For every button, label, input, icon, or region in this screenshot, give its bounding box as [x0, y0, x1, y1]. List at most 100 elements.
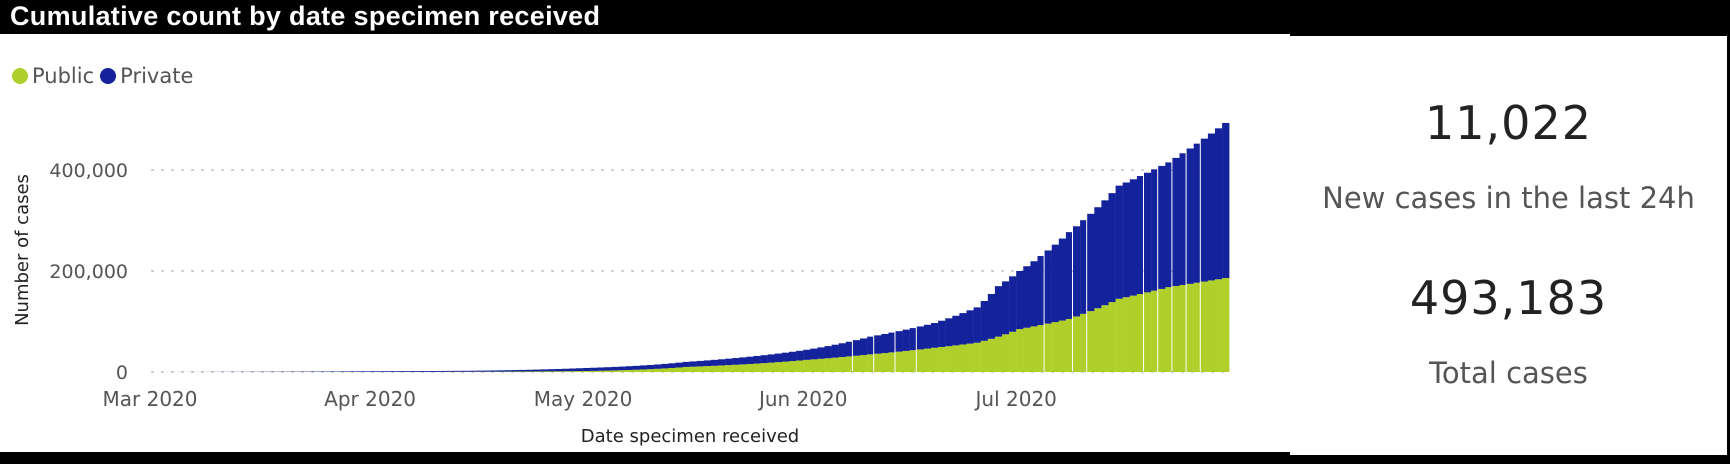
bar-public: [1158, 288, 1166, 372]
bar-private: [1186, 148, 1194, 284]
bar-public: [632, 369, 641, 372]
bar-public: [1179, 284, 1186, 372]
bar-private: [909, 328, 916, 351]
bar-private: [881, 333, 889, 354]
bar-private: [895, 331, 903, 352]
bar-private: [867, 336, 874, 355]
bar-public: [526, 371, 534, 372]
x-tick-label: May 2020: [534, 387, 633, 411]
bar-public: [1144, 292, 1152, 372]
bar-private: [476, 370, 484, 372]
bar-private: [1030, 261, 1038, 327]
bar-private: [1122, 182, 1130, 298]
bar-private: [732, 358, 740, 365]
bar-private: [1073, 226, 1081, 317]
bar-private: [1094, 207, 1102, 309]
bar-private: [597, 367, 605, 371]
bar-private: [519, 369, 527, 372]
bar-private: [1151, 169, 1158, 291]
bar-private: [973, 307, 981, 343]
bar-private: [725, 358, 733, 366]
bar-private: [1115, 185, 1123, 299]
bar-private: [533, 369, 541, 372]
x-tick-label: Jun 2020: [757, 387, 848, 411]
bar-private: [348, 371, 357, 372]
bar-private: [583, 367, 591, 371]
bar-private: [874, 335, 882, 354]
bar-private: [781, 352, 790, 362]
bar-private: [639, 365, 648, 370]
bar-private: [1129, 179, 1138, 296]
bar-public: [583, 370, 591, 372]
bar-public: [852, 355, 861, 372]
bar-public: [803, 359, 811, 372]
bar-public: [888, 352, 895, 372]
bar-public: [554, 371, 562, 372]
bar-private: [391, 371, 399, 372]
legend-label: Private: [120, 64, 194, 88]
bar-private: [1165, 162, 1172, 288]
bar-public: [1193, 282, 1200, 372]
bar-public: [959, 344, 967, 372]
bar-private: [817, 347, 825, 359]
bar-private: [618, 366, 626, 371]
bar-public: [1136, 294, 1143, 372]
bar-private: [689, 361, 697, 367]
bar-private: [334, 371, 342, 372]
bar-public: [625, 369, 633, 372]
bar-private: [902, 329, 910, 351]
chart-title: Cumulative count by date specimen receiv…: [10, 1, 601, 31]
bar-private: [796, 350, 804, 361]
bar-private: [916, 326, 925, 350]
bar-public: [980, 340, 988, 372]
bar-private: [739, 357, 747, 365]
bar-public: [789, 361, 797, 372]
bar-public: [831, 357, 839, 372]
bar-private: [1172, 157, 1180, 287]
legend: Public Private: [12, 64, 199, 88]
bar-public: [661, 368, 669, 372]
bar-public: [796, 360, 804, 372]
bar-public: [746, 363, 754, 372]
bar-public: [824, 358, 832, 372]
bar-public: [597, 370, 605, 372]
bar-private: [1144, 172, 1152, 293]
bar-private: [547, 369, 555, 372]
bar-private: [1101, 200, 1109, 306]
bar-private: [1222, 122, 1230, 279]
bar-public: [1222, 278, 1230, 372]
bar-public: [547, 371, 555, 372]
x-axis-title: Date specimen received: [581, 426, 799, 447]
bar-private: [384, 371, 392, 372]
bar-private: [824, 346, 832, 359]
bar-public: [1172, 286, 1180, 372]
bar-public: [1023, 327, 1031, 372]
bar-private: [462, 370, 470, 372]
bar-public: [874, 353, 882, 372]
bar-private: [931, 323, 939, 348]
bar-private: [767, 354, 775, 363]
bar-private: [938, 320, 946, 347]
bar-public: [966, 343, 974, 372]
bar-private: [590, 367, 598, 371]
legend-item-public[interactable]: Public: [12, 64, 94, 88]
bar-public: [703, 366, 712, 372]
bar-private: [860, 338, 868, 356]
bar-private: [831, 344, 839, 358]
bar-public: [568, 371, 577, 372]
bar-private: [710, 359, 719, 366]
bar-public: [760, 363, 768, 372]
bar-private: [923, 324, 932, 349]
legend-item-private[interactable]: Private: [100, 64, 193, 88]
bar-private: [412, 371, 420, 372]
legend-label: Public: [32, 64, 95, 88]
bar-public: [753, 363, 761, 372]
bar-public: [923, 348, 932, 372]
bar-private: [632, 365, 641, 370]
bar-private: [405, 371, 413, 372]
bar-private: [753, 355, 761, 364]
bar-public: [845, 356, 852, 372]
bar-public: [1122, 297, 1130, 372]
bar-private: [718, 359, 726, 366]
bar-private: [576, 368, 584, 372]
